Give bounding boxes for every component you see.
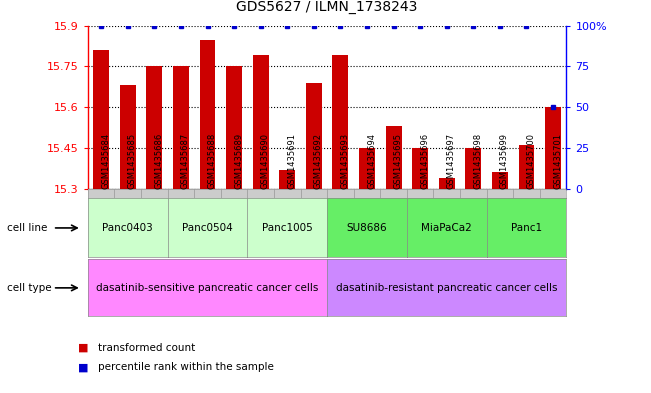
Text: ■: ■ xyxy=(78,343,89,353)
Text: transformed count: transformed count xyxy=(98,343,195,353)
Text: Panc0403: Panc0403 xyxy=(102,223,153,233)
Text: GSM1435689: GSM1435689 xyxy=(234,133,243,189)
Bar xyxy=(146,66,162,189)
Text: dasatinib-resistant pancreatic cancer cells: dasatinib-resistant pancreatic cancer ce… xyxy=(336,283,557,293)
Text: Panc1005: Panc1005 xyxy=(262,223,312,233)
Bar xyxy=(518,145,534,189)
Text: GSM1435691: GSM1435691 xyxy=(287,133,296,189)
Text: GSM1435684: GSM1435684 xyxy=(101,133,110,189)
Bar xyxy=(253,55,269,189)
Text: ■: ■ xyxy=(78,362,89,373)
Text: GSM1435687: GSM1435687 xyxy=(181,133,190,189)
Bar xyxy=(545,107,561,189)
Text: GSM1435695: GSM1435695 xyxy=(394,133,402,189)
Text: GSM1435694: GSM1435694 xyxy=(367,133,376,189)
Text: Panc1: Panc1 xyxy=(511,223,542,233)
Text: GSM1435685: GSM1435685 xyxy=(128,133,137,189)
Bar xyxy=(492,172,508,189)
Text: MiaPaCa2: MiaPaCa2 xyxy=(421,223,472,233)
Text: cell line: cell line xyxy=(7,223,47,233)
Bar xyxy=(439,178,454,189)
Bar xyxy=(120,85,135,189)
Text: GSM1435688: GSM1435688 xyxy=(208,133,217,189)
Text: GDS5627 / ILMN_1738243: GDS5627 / ILMN_1738243 xyxy=(236,0,418,14)
Text: Panc0504: Panc0504 xyxy=(182,223,233,233)
Bar xyxy=(93,50,109,189)
Bar xyxy=(465,148,481,189)
Bar xyxy=(359,148,375,189)
Text: GSM1435697: GSM1435697 xyxy=(447,133,456,189)
Text: GSM1435690: GSM1435690 xyxy=(260,133,270,189)
Text: GSM1435692: GSM1435692 xyxy=(314,133,323,189)
Text: GSM1435700: GSM1435700 xyxy=(527,133,536,189)
Text: GSM1435686: GSM1435686 xyxy=(154,133,163,189)
Bar xyxy=(226,66,242,189)
Text: percentile rank within the sample: percentile rank within the sample xyxy=(98,362,273,373)
Bar xyxy=(306,83,322,189)
Bar xyxy=(173,66,189,189)
Bar xyxy=(279,170,296,189)
Text: GSM1435698: GSM1435698 xyxy=(473,133,482,189)
Text: SU8686: SU8686 xyxy=(347,223,387,233)
Text: GSM1435693: GSM1435693 xyxy=(340,133,350,189)
Text: dasatinib-sensitive pancreatic cancer cells: dasatinib-sensitive pancreatic cancer ce… xyxy=(96,283,319,293)
Bar xyxy=(385,126,402,189)
Bar xyxy=(199,40,215,189)
Text: GSM1435696: GSM1435696 xyxy=(420,133,429,189)
Text: cell type: cell type xyxy=(7,283,51,293)
Bar xyxy=(412,148,428,189)
Text: GSM1435699: GSM1435699 xyxy=(500,133,509,189)
Bar xyxy=(333,55,348,189)
Text: GSM1435701: GSM1435701 xyxy=(553,133,562,189)
